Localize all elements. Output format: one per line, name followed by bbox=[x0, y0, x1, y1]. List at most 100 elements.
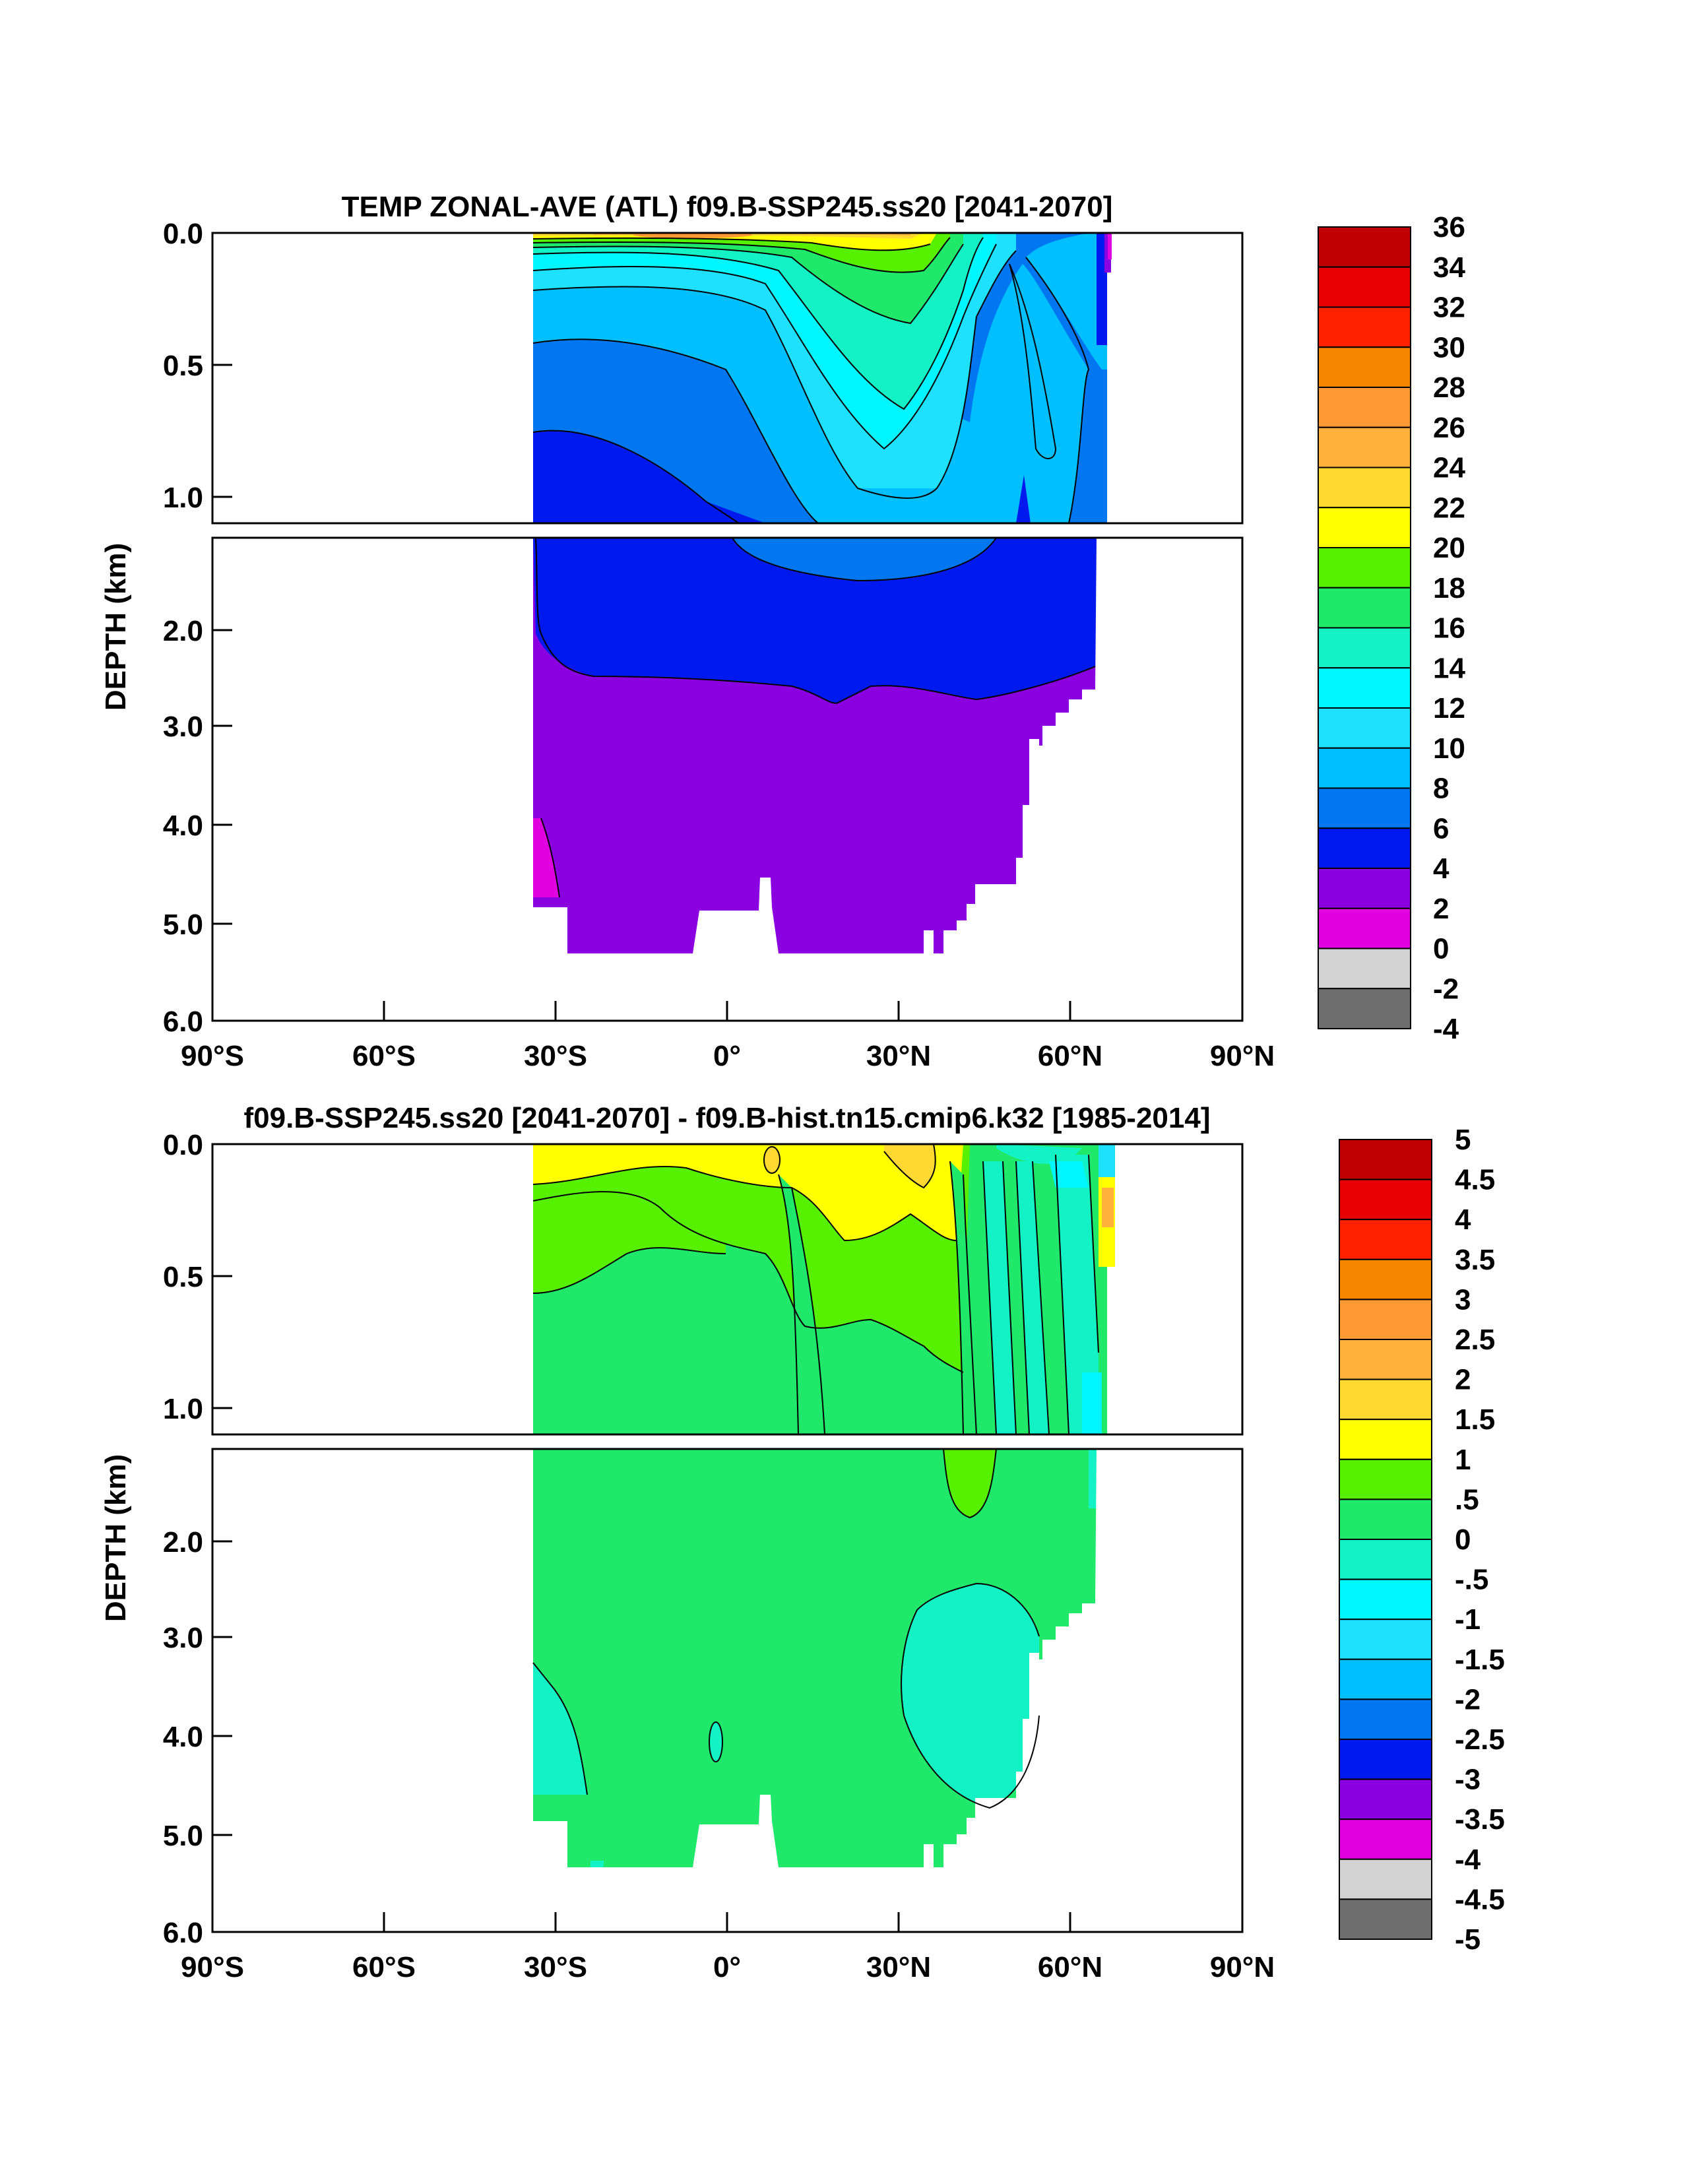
colorbar-label: 32 bbox=[1433, 292, 1465, 324]
y-tick-label: 0.5 bbox=[163, 350, 203, 382]
y-axis-label: DEPTH (km) bbox=[100, 1454, 132, 1622]
colorbar-swatch bbox=[1339, 1739, 1432, 1780]
x-tick-label: 0° bbox=[713, 1951, 741, 1983]
y-tick-label: 2.0 bbox=[163, 615, 203, 647]
y-tick-label: 4.0 bbox=[163, 810, 203, 842]
y-tick-label: 5.0 bbox=[163, 1820, 203, 1852]
colorbar: 54.543.532.521.51.50-.5-1-1.5-2-2.5-3-3.… bbox=[1339, 1124, 1505, 1956]
colorbar-swatch bbox=[1318, 426, 1411, 468]
colorbar-swatch bbox=[1339, 1619, 1432, 1660]
colorbar-swatch bbox=[1318, 547, 1411, 589]
x-tick-label: 90°S bbox=[181, 1951, 244, 1983]
colorbar-label: 4 bbox=[1433, 852, 1450, 885]
x-tick-label: 90°N bbox=[1210, 1040, 1275, 1072]
colorbar-label: -1.5 bbox=[1455, 1644, 1505, 1676]
colorbar-label: -4.5 bbox=[1455, 1883, 1505, 1915]
colorbar-swatch bbox=[1318, 907, 1411, 949]
colorbar-swatch bbox=[1318, 667, 1411, 709]
chart-title: TEMP ZONAL-AVE (ATL) f09.B-SSP245.ss20 [… bbox=[342, 191, 1113, 223]
y-tick-label: 0.0 bbox=[163, 1129, 203, 1161]
x-ticks bbox=[211, 1912, 1244, 1932]
colorbar-swatch bbox=[1339, 1378, 1432, 1421]
colorbar-label: -2.5 bbox=[1455, 1723, 1505, 1756]
colorbar-label: 36 bbox=[1433, 211, 1465, 243]
colorbar-swatch bbox=[1339, 1299, 1432, 1341]
colorbar-swatch bbox=[1318, 466, 1411, 509]
upper-field bbox=[532, 1144, 1115, 1434]
colorbar-label: 10 bbox=[1433, 732, 1465, 765]
colorbar-label: -.5 bbox=[1455, 1564, 1488, 1596]
x-ticks bbox=[211, 1001, 1244, 1021]
colorbar-label: 8 bbox=[1433, 773, 1449, 805]
colorbar-label: 2.5 bbox=[1455, 1324, 1495, 1356]
colorbar-swatch bbox=[1318, 868, 1411, 909]
y-tick-label: 1.0 bbox=[163, 482, 203, 514]
colorbar-label: 0 bbox=[1455, 1524, 1471, 1556]
colorbar-label: .5 bbox=[1455, 1483, 1479, 1516]
colorbar-label: 3.5 bbox=[1455, 1244, 1495, 1276]
colorbar-label: 2 bbox=[1455, 1364, 1471, 1396]
colorbar-label: 3 bbox=[1455, 1283, 1471, 1316]
lower-field bbox=[533, 538, 1242, 1021]
colorbar-label: -2 bbox=[1455, 1683, 1481, 1716]
y-tick-label: 4.0 bbox=[163, 1721, 203, 1753]
contour-lines bbox=[532, 1449, 1040, 1809]
y-tick-label: 2.0 bbox=[163, 1526, 203, 1558]
y-tick-labels: 0.0 0.5 1.0 2.0 3.0 4.0 5.0 6.0 bbox=[163, 218, 203, 1038]
colorbar-swatch bbox=[1339, 1658, 1432, 1700]
colorbar-swatch bbox=[1339, 1258, 1432, 1301]
colorbar-label: -3 bbox=[1455, 1764, 1481, 1796]
y-tick-label: 0.0 bbox=[163, 218, 203, 250]
panel-1: TEMP ZONAL-AVE (ATL) f09.B-SSP245.ss20 [… bbox=[100, 191, 1465, 1072]
x-tick-labels: 90°S 60°S 30°S 0° 30°N 60°N 90°N bbox=[181, 1040, 1275, 1072]
colorbar-label: -3.5 bbox=[1455, 1803, 1505, 1836]
colorbar-label: 34 bbox=[1433, 251, 1465, 284]
colorbar-label: -1 bbox=[1455, 1603, 1481, 1636]
y-tick-label: 0.5 bbox=[163, 1261, 203, 1293]
colorbar-label: 4 bbox=[1455, 1204, 1471, 1236]
lower-field bbox=[532, 1449, 1242, 1932]
y-tick-label: 6.0 bbox=[163, 1917, 203, 1949]
x-tick-label: 90°N bbox=[1210, 1951, 1275, 1983]
colorbar-swatch bbox=[1318, 988, 1411, 1029]
colorbar-label: 6 bbox=[1433, 812, 1449, 845]
colorbar-swatch bbox=[1318, 587, 1411, 629]
upper-plot-frame bbox=[211, 232, 1244, 525]
x-tick-label: 30°S bbox=[524, 1040, 587, 1072]
colorbar-swatch bbox=[1339, 1498, 1432, 1540]
colorbar-label: 24 bbox=[1433, 452, 1465, 484]
colorbar-swatch bbox=[1339, 1578, 1432, 1621]
panel-2: f09.B-SSP245.ss20 [2041-2070] - f09.B-hi… bbox=[100, 1102, 1505, 1983]
colorbar-label: 5 bbox=[1455, 1124, 1471, 1156]
contour-lines bbox=[532, 1144, 1099, 1434]
x-tick-label: 60°S bbox=[352, 1040, 416, 1072]
no-data-upper bbox=[214, 1145, 532, 1433]
x-tick-label: 60°N bbox=[1038, 1040, 1102, 1072]
colorbar-swatch bbox=[1318, 787, 1411, 829]
colorbar-label: 20 bbox=[1433, 532, 1465, 564]
y-tick-label: 3.0 bbox=[163, 711, 203, 743]
x-tick-labels: 90°S 60°S 30°S 0° 30°N 60°N 90°N bbox=[181, 1951, 1275, 1983]
colorbar-swatch bbox=[1318, 387, 1411, 428]
x-tick-label: 90°S bbox=[181, 1040, 244, 1072]
colorbar-swatch bbox=[1339, 1898, 1432, 1940]
no-data-lower bbox=[214, 1450, 532, 1931]
no-data-lower bbox=[214, 539, 532, 1019]
colorbar-swatch bbox=[1318, 266, 1411, 308]
y-ticks bbox=[212, 1143, 232, 1933]
contour-lines bbox=[535, 538, 1096, 898]
colorbar-label: 14 bbox=[1433, 652, 1465, 684]
colorbar-swatch bbox=[1339, 1339, 1432, 1380]
colorbar-label: -2 bbox=[1433, 973, 1459, 1005]
colorbar-swatch bbox=[1339, 1858, 1432, 1900]
colorbar-label: 16 bbox=[1433, 612, 1465, 645]
colorbar-swatch bbox=[1339, 1419, 1432, 1460]
colorbar-label: 28 bbox=[1433, 371, 1465, 404]
colorbar-label: 1 bbox=[1455, 1444, 1471, 1476]
y-axis-label: DEPTH (km) bbox=[100, 543, 132, 711]
colorbar-label: 0 bbox=[1433, 933, 1449, 965]
colorbar-label: -4 bbox=[1433, 1013, 1459, 1045]
colorbar-label: 26 bbox=[1433, 412, 1465, 444]
